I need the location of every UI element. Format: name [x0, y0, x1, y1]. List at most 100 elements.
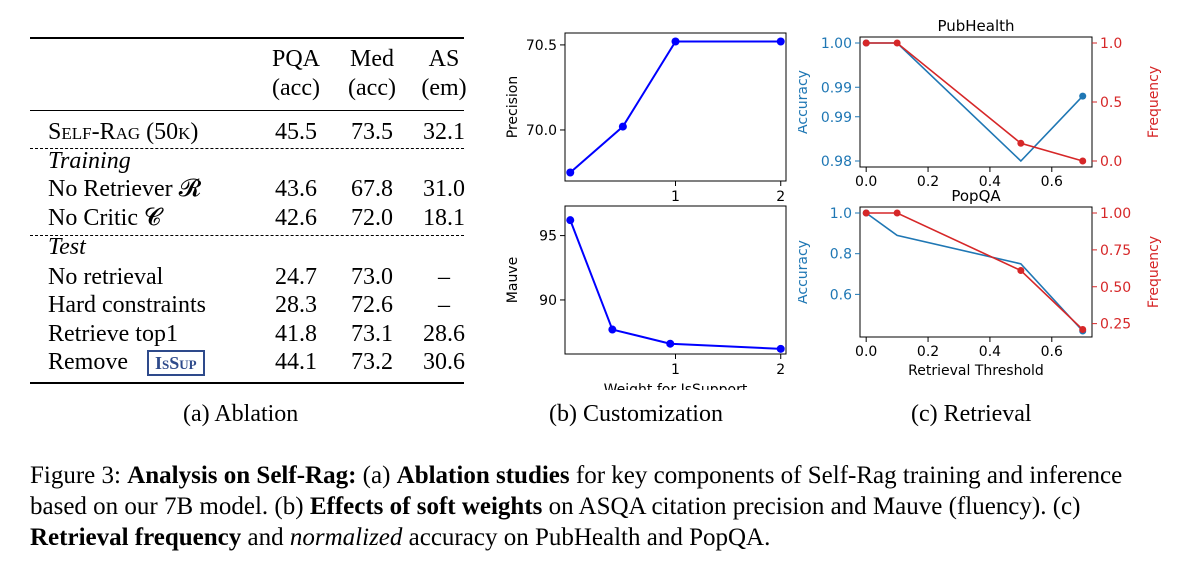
- y-axis-label: Precision: [505, 76, 521, 138]
- cell: 73.5: [351, 119, 393, 145]
- section-test: Test: [48, 234, 86, 260]
- y-tick-label-left: 0.99: [821, 80, 852, 96]
- y-axis-label-left: Accuracy: [798, 240, 811, 304]
- plot-frame: [564, 32, 787, 182]
- y-tick-label: 90: [539, 293, 557, 309]
- chart-title: PubHealth: [937, 17, 1014, 35]
- subcaption-b: (b) Customization: [549, 401, 723, 427]
- data-point: [862, 209, 870, 217]
- data-point: [666, 339, 675, 348]
- chart-title: PopQA: [951, 187, 1001, 205]
- data-point: [671, 37, 680, 46]
- data-point: [566, 216, 575, 225]
- y-tick-label: 70.5: [526, 38, 557, 54]
- cell: 72.0: [351, 205, 393, 231]
- cell: 73.0: [351, 264, 393, 290]
- table-bottom-rule: [30, 382, 464, 384]
- y-tick-label-right: 1.00: [1100, 206, 1131, 222]
- caption-text: accuracy on PubHealth and PopQA.: [402, 524, 771, 551]
- y-tick-label-right: 0.5: [1100, 95, 1122, 111]
- row-label-main: Self-Rag (50k): [48, 119, 199, 145]
- pubhealth-chart: PubHealth 0.0 0.2 0.4 0.6 0.98 0.99 0.99 1.00 0.0…: [798, 17, 1162, 190]
- y-tick-label-right: 0.25: [1100, 317, 1131, 333]
- header-as: AS: [428, 46, 460, 72]
- data-point: [608, 325, 617, 334]
- caption-bold: Effects of soft weights: [309, 493, 543, 520]
- cell: 67.8: [351, 176, 393, 202]
- caption-text: (a): [356, 462, 397, 489]
- data-point: [862, 39, 870, 47]
- data-point: [893, 39, 901, 47]
- y-tick-label-left: 1.0: [830, 206, 852, 222]
- popqa-chart: PopQA 0.0 0.2 0.4 0.6 0.6 0.8 1.0 0.25 0.50 0.75 1.…: [798, 187, 1162, 379]
- plot-frame: [859, 36, 1093, 168]
- cell: 28.3: [275, 292, 317, 318]
- caption-bold: Retrieval frequency: [30, 524, 242, 551]
- y-tick-label-left: 0.8: [830, 247, 852, 263]
- header-as-unit: (em): [421, 75, 467, 101]
- dashed-rule: [30, 235, 464, 236]
- cell: 72.6: [351, 292, 393, 318]
- plot-frame: [564, 205, 787, 355]
- series-line: [866, 42, 1083, 162]
- header-pqa: PQA: [271, 46, 320, 72]
- row-label: No Retriever 𝓡: [48, 176, 202, 202]
- table-top-rule: [30, 37, 464, 39]
- y-tick-label-left: 0.6: [830, 287, 852, 303]
- series-line: [569, 219, 781, 350]
- cell: 31.0: [423, 176, 465, 202]
- x-axis-label: Weight for IsSupport: [604, 382, 748, 390]
- y-tick-label: 95: [539, 229, 557, 245]
- cell: 30.6: [423, 349, 465, 375]
- cell: –: [438, 264, 450, 290]
- y-axis-label-right: Frequency: [1146, 66, 1162, 138]
- row-label: Hard constraints: [48, 292, 206, 318]
- x-tick-label: 1: [671, 189, 680, 205]
- data-point: [1017, 267, 1025, 275]
- caption-text: on ASQA citation precision and Mauve (fl…: [542, 493, 1081, 520]
- data-point: [776, 37, 785, 46]
- y-tick-label-right: 0.0: [1100, 154, 1122, 170]
- data-point: [618, 122, 627, 131]
- header-med-unit: (acc): [348, 75, 396, 101]
- cell: 45.5: [275, 119, 317, 145]
- x-tick-label: 0.2: [917, 174, 939, 190]
- row-label: No Critic 𝓒: [48, 205, 161, 231]
- data-point: [776, 344, 785, 353]
- y-axis-label-left: Accuracy: [798, 70, 811, 134]
- x-tick-label: 0.0: [855, 174, 877, 190]
- cell: 24.7: [275, 264, 317, 290]
- x-tick-label: 2: [776, 189, 785, 205]
- cell: 73.1: [351, 321, 393, 347]
- x-tick-label: 0.0: [855, 344, 877, 360]
- data-point: [893, 209, 901, 217]
- caption-bold: Ablation studies: [396, 462, 570, 489]
- caption-bold: Analysis on Self-Rag:: [127, 462, 357, 489]
- cell: –: [438, 292, 450, 318]
- precision-chart: 1 2 70.0 70.5 Precision: [505, 32, 787, 205]
- y-tick-label-left: 0.98: [821, 154, 852, 170]
- x-tick-label: 1: [671, 362, 680, 378]
- cell: 43.6: [275, 176, 317, 202]
- table-header-rule: [30, 110, 464, 111]
- x-tick-label: 2: [776, 362, 785, 378]
- x-axis-label: Retrieval Threshold: [908, 363, 1044, 379]
- x-tick-label: 0.2: [917, 344, 939, 360]
- data-point: [1017, 139, 1025, 147]
- x-tick-label: 0.6: [1041, 174, 1063, 190]
- x-tick-label: 0.4: [979, 344, 1001, 360]
- data-point: [1079, 326, 1087, 334]
- y-tick-label-right: 0.50: [1100, 280, 1131, 296]
- caption-text: and: [241, 524, 290, 551]
- figure-caption: Figure 3: Analysis on Self-Rag: (a) Abla…: [30, 460, 1180, 553]
- row-label: Retrieve top1: [48, 321, 178, 347]
- x-tick-label: 0.6: [1041, 344, 1063, 360]
- caption-label: Figure 3:: [30, 462, 128, 489]
- y-tick-label-left: 1.00: [821, 36, 852, 52]
- issup-badge: IsSup: [147, 350, 205, 376]
- plot-frame: [859, 206, 1093, 338]
- customization-charts: 1 2 70.0 70.5 Precision 1 2 90 95 Mauve Weight fo…: [505, 32, 787, 390]
- data-point: [1079, 92, 1087, 100]
- caption-italic: normalized: [289, 524, 403, 551]
- x-tick-label: 0.4: [979, 174, 1001, 190]
